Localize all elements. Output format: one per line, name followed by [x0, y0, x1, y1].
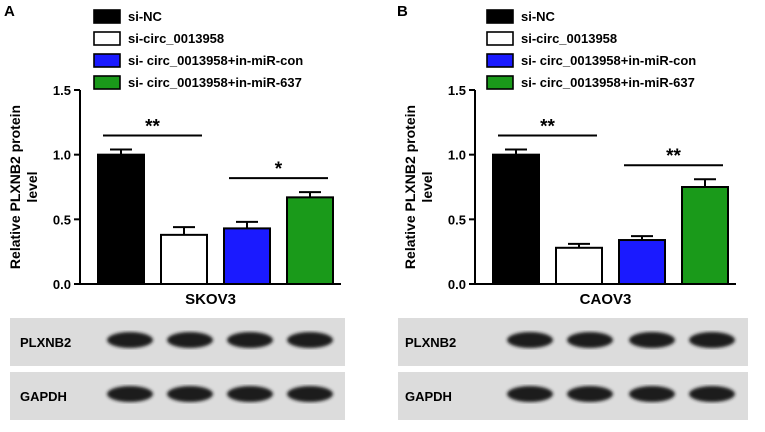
- legend-swatch: [486, 75, 514, 90]
- blot-band: [507, 386, 553, 402]
- blot-band: [167, 386, 213, 402]
- y-tick-label: 0.5: [53, 212, 71, 227]
- legend-swatch: [486, 53, 514, 68]
- blot-band: [629, 332, 675, 348]
- blot-row-label: GAPDH: [405, 389, 452, 404]
- legend-swatch: [93, 9, 121, 24]
- y-tick-label: 0.5: [448, 212, 466, 227]
- legend-swatch: [486, 31, 514, 46]
- y-tick-label: 0.0: [448, 277, 466, 292]
- blot-row-label: PLXNB2: [20, 335, 71, 350]
- bar: [555, 246, 603, 285]
- legend-label: si-NC: [128, 9, 163, 24]
- blot-band: [287, 332, 333, 348]
- significance-label: **: [145, 116, 160, 137]
- x-axis-label: SKOV3: [185, 291, 236, 308]
- legend-label: si- circ_0013958+in-miR-637: [521, 75, 695, 90]
- bar: [618, 239, 666, 286]
- blot-band: [167, 332, 213, 348]
- bar: [681, 186, 729, 285]
- significance-label: **: [540, 116, 555, 137]
- bar: [223, 227, 271, 286]
- blot-band: [567, 386, 613, 402]
- bar: [160, 233, 208, 285]
- blot-band: [287, 386, 333, 402]
- legend-label: si-circ_0013958: [128, 31, 224, 46]
- significance-label: **: [666, 146, 681, 167]
- y-tick-label: 1.5: [448, 83, 466, 98]
- blot-band: [629, 386, 675, 402]
- blot-band: [227, 386, 273, 402]
- blot-band: [107, 332, 153, 348]
- panel-letter: B: [397, 3, 408, 20]
- bar: [97, 153, 145, 285]
- blot-band: [689, 332, 735, 348]
- blot-band: [507, 332, 553, 348]
- legend-swatch: [93, 75, 121, 90]
- y-tick-label: 1.5: [53, 83, 71, 98]
- blot-band: [107, 386, 153, 402]
- y-tick-label: 1.0: [53, 148, 71, 163]
- significance-label: *: [275, 159, 283, 180]
- bar: [286, 196, 334, 285]
- legend-label: si-NC: [521, 9, 556, 24]
- legend-swatch: [486, 9, 514, 24]
- legend-label: si-circ_0013958: [521, 31, 617, 46]
- legend-swatch: [93, 53, 121, 68]
- blot-band: [227, 332, 273, 348]
- y-tick-label: 1.0: [448, 148, 466, 163]
- blot-row-label: GAPDH: [20, 389, 67, 404]
- blot-band: [689, 386, 735, 402]
- blot-row-label: PLXNB2: [405, 335, 456, 350]
- legend-label: si- circ_0013958+in-miR-con: [521, 53, 696, 68]
- y-axis-label: Relative PLXNB2 proteinlevel: [402, 105, 435, 269]
- legend-label: si- circ_0013958+in-miR-con: [128, 53, 303, 68]
- legend-swatch: [93, 31, 121, 46]
- blot-band: [567, 332, 613, 348]
- x-axis-label: CAOV3: [580, 291, 632, 308]
- y-axis-label: Relative PLXNB2 proteinlevel: [7, 105, 40, 269]
- bar: [492, 153, 540, 285]
- panel-letter: A: [4, 3, 15, 20]
- y-tick-label: 0.0: [53, 277, 71, 292]
- legend-label: si- circ_0013958+in-miR-637: [128, 75, 302, 90]
